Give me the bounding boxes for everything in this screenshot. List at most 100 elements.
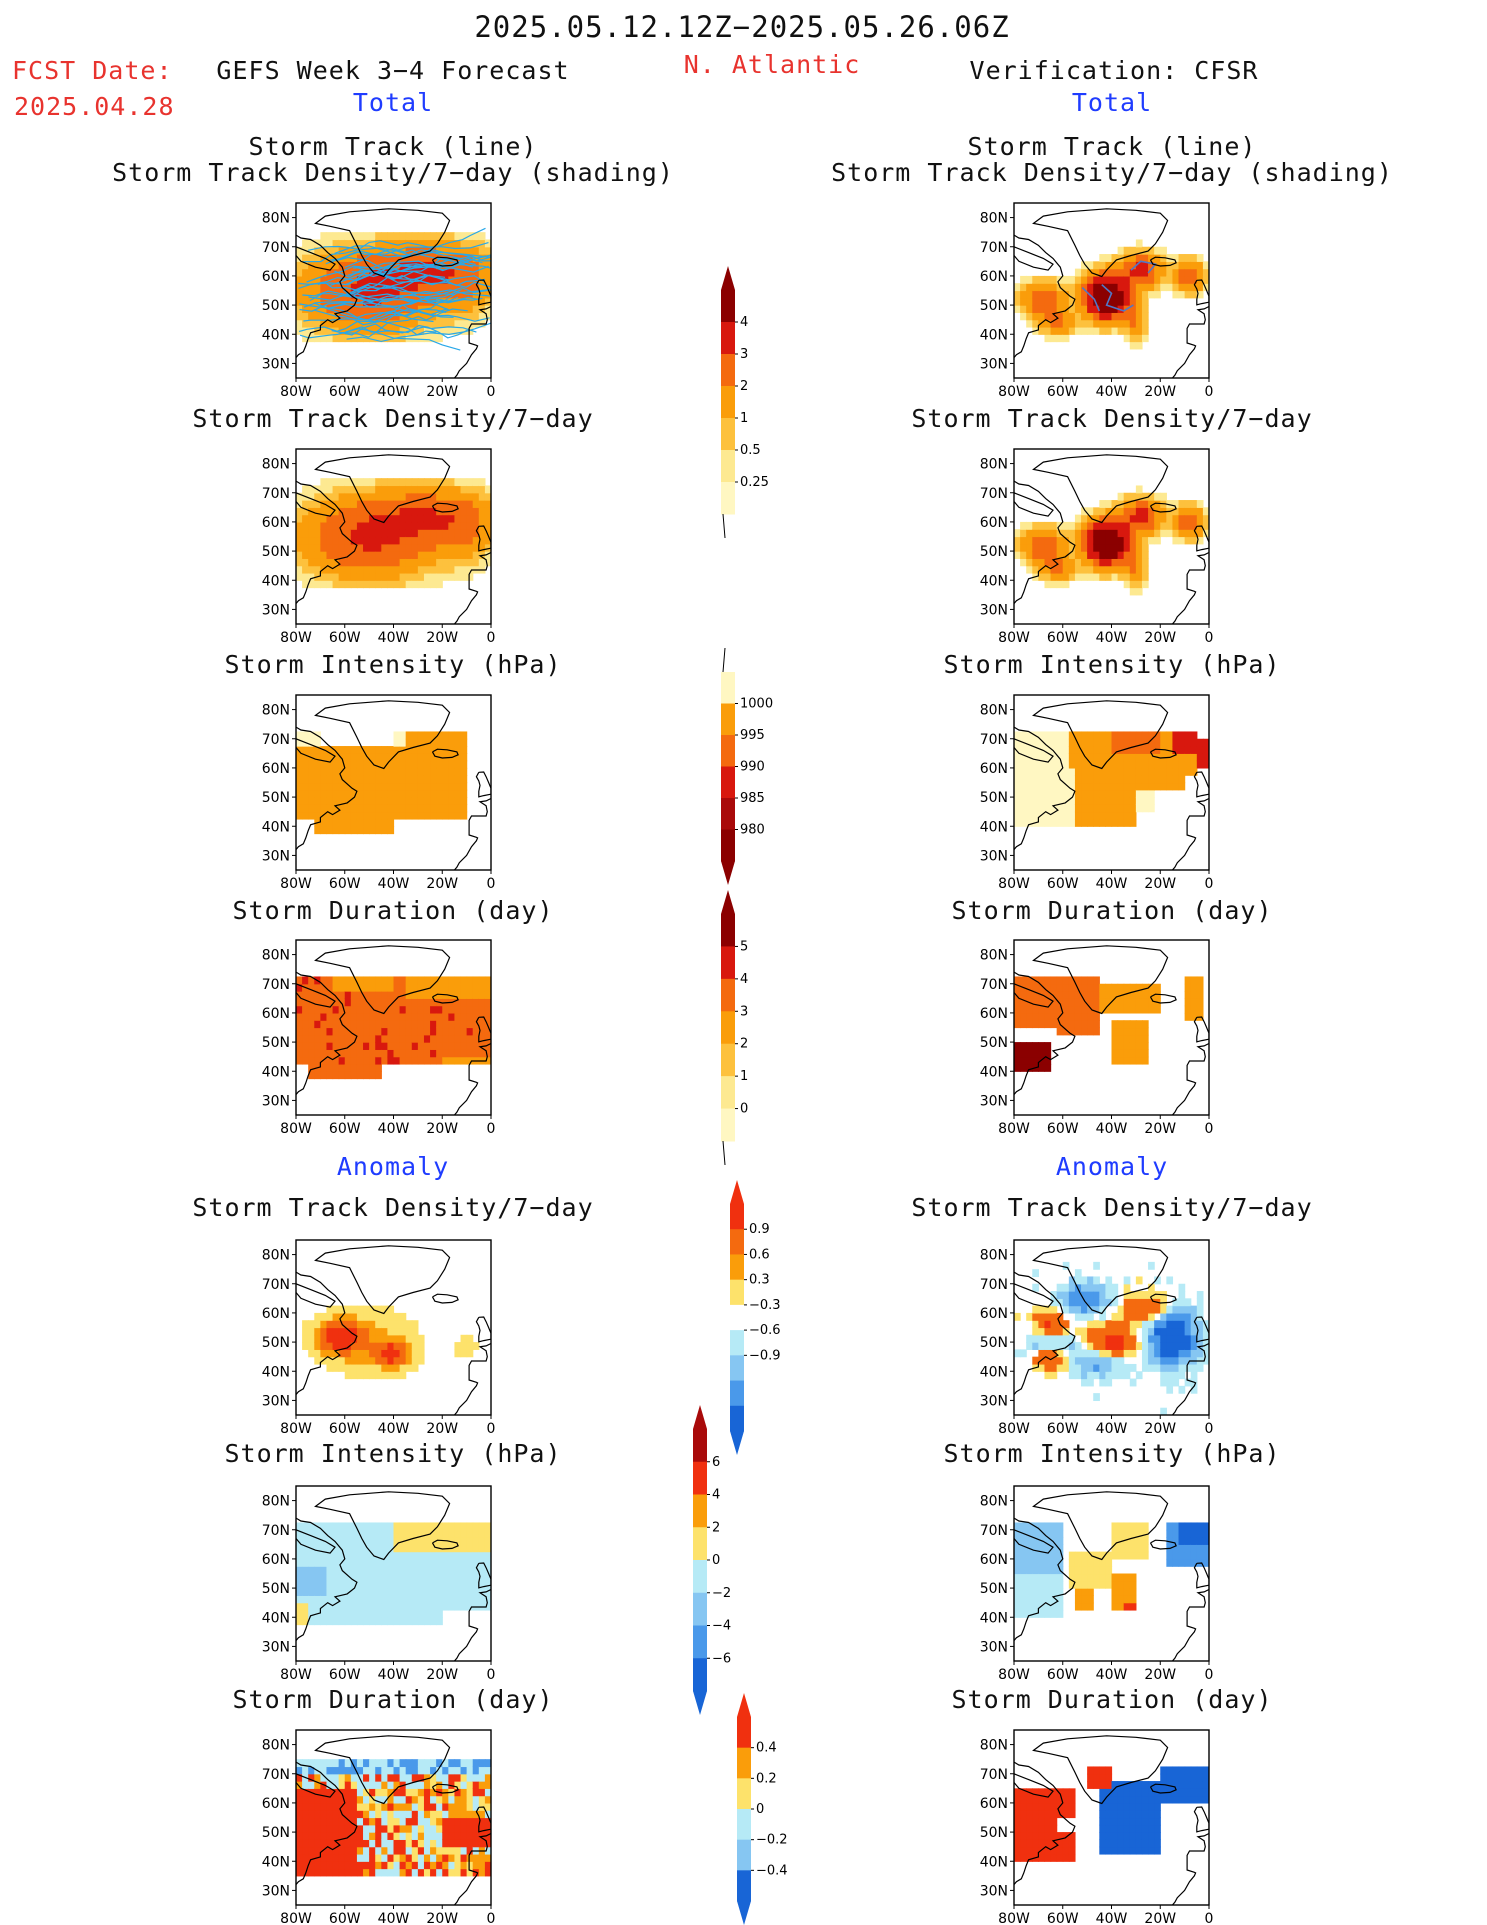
lon-tick-label: 80W [280, 630, 312, 646]
storm-track-line [317, 271, 485, 286]
lon-tick-label: 0 [1205, 876, 1214, 892]
lon-tick-label: 60W [329, 1667, 361, 1683]
lat-tick-label: 70N [262, 240, 290, 256]
lon-tick-label: 20W [426, 876, 458, 892]
lat-tick-label: 80N [262, 1738, 290, 1754]
colorbar-density-anom: 0.9 0.6 0.3 −0.3 −0.6 −0.9 [730, 1180, 781, 1455]
lat-tick-label: 30N [262, 1639, 290, 1655]
map-obs-duration: 80N 70N 60N 50N 40N 30N 80W 60W 40W 20W 0 [980, 939, 1214, 1137]
right-anomaly-label: Anomaly [1055, 1152, 1169, 1181]
colorbar-swatch [721, 1011, 735, 1045]
uk-coast [475, 771, 491, 798]
storm-track-line [1101, 284, 1134, 312]
lat-tick-label: 30N [980, 602, 1008, 618]
lon-tick-label: 40W [1096, 1121, 1128, 1137]
lon-tick-label: 20W [426, 384, 458, 400]
lat-tick-label: 50N [262, 1335, 290, 1351]
greenland-coast [1032, 1245, 1169, 1315]
iceland-coast [431, 748, 459, 759]
colorbar-swatch [730, 1254, 744, 1281]
storm-track-line [346, 322, 491, 343]
iceland-coast [1149, 1539, 1177, 1550]
uk-coast [475, 1316, 491, 1343]
colorbar-label: 0 [756, 1802, 764, 1817]
lat-tick-label: 60N [262, 1552, 290, 1568]
storm-track-line [307, 245, 463, 260]
lat-tick-label: 70N [262, 486, 290, 502]
lon-tick-label: 0 [487, 876, 496, 892]
lon-tick-label: 0 [487, 630, 496, 646]
iceland-coast [431, 993, 459, 1004]
lat-tick-label: 30N [980, 1093, 1008, 1109]
map-obs-intensity: 80N 70N 60N 50N 40N 30N 80W 60W 40W 20W 0 [980, 694, 1214, 892]
colorbar-label: 0.4 [756, 1741, 777, 1756]
storm-track-line [330, 255, 486, 286]
lat-tick-label: 60N [980, 1006, 1008, 1022]
map-fcst-density: 80N 70N 60N 50N 40N 30N 80W 60W 40W 20W 0 [262, 448, 496, 646]
storm-track-line [1130, 260, 1157, 274]
north-america-coast [296, 1517, 358, 1641]
lat-tick-label: 70N [980, 240, 1008, 256]
lat-tick-label: 70N [980, 1523, 1008, 1539]
lat-tick-label: 80N [980, 948, 1008, 964]
north-america-coast [1014, 726, 1076, 850]
lat-tick-label: 30N [980, 848, 1008, 864]
lon-tick-label: 60W [329, 1911, 361, 1925]
lon-tick-label: 0 [487, 1121, 496, 1137]
storm-track-line [341, 308, 468, 338]
lat-tick-label: 60N [980, 761, 1008, 777]
right-density-title: Storm Track Density/7−day [911, 404, 1313, 433]
lon-tick-label: 80W [998, 876, 1030, 892]
lon-tick-label: 0 [1205, 1121, 1214, 1137]
lon-tick-label: 60W [329, 876, 361, 892]
colorbar-swatch [737, 1747, 751, 1779]
colorbar-swatch [693, 1658, 707, 1692]
right-duration-anom-title: Storm Duration (day) [951, 1685, 1273, 1714]
storm-track-line [1081, 287, 1101, 312]
colorbar-swatch [737, 1778, 751, 1810]
lat-tick-label: 70N [262, 1767, 290, 1783]
north-america-coast [1014, 234, 1076, 358]
colorbar-swatch [693, 1527, 707, 1561]
lat-tick-label: 40N [980, 1064, 1008, 1080]
iceland-coast [1149, 748, 1177, 759]
right-intensity-anom-title: Storm Intensity (hPa) [943, 1439, 1281, 1468]
uk-coast [475, 279, 491, 306]
lon-tick-label: 60W [1047, 630, 1079, 646]
lon-tick-label: 40W [1096, 1667, 1128, 1683]
lat-tick-label: 40N [980, 1364, 1008, 1380]
map-obs-intensity-anom: 80N 70N 60N 50N 40N 30N 80W 60W 40W 20W 0 [980, 1485, 1213, 1683]
lat-tick-label: 30N [262, 602, 290, 618]
map-obs-density: 80N 70N 60N 50N 40N 30N 80W 60W 40W 20W 0 [980, 448, 1213, 646]
colorbar-swatch [693, 1625, 707, 1659]
colorbar-swatch [730, 1279, 744, 1306]
right-intensity-title: Storm Intensity (hPa) [943, 650, 1281, 679]
colorbar-swatch [721, 322, 735, 355]
colorbar-swatch [721, 386, 735, 419]
lon-tick-label: 20W [426, 1421, 458, 1437]
lat-tick-label: 50N [262, 1825, 290, 1841]
map-obs-duration-anom: 80N 70N 60N 50N 40N 30N 80W 60W 40W 20W 0 [980, 1729, 1213, 1925]
lat-tick-label: 30N [980, 1639, 1008, 1655]
colorbar-label: −2 [712, 1586, 731, 1601]
left-track-line-title: Storm Track (line) [248, 132, 538, 161]
lat-tick-label: 40N [262, 819, 290, 835]
lon-tick-label: 20W [426, 630, 458, 646]
europe-africa-coast [453, 1042, 491, 1115]
colorbar-swatch [693, 1461, 707, 1495]
uk-coast [1193, 771, 1209, 798]
greenland-coast [314, 1735, 451, 1805]
lon-tick-label: 40W [378, 1911, 410, 1925]
greenland-coast [314, 208, 451, 278]
lon-tick-label: 20W [1144, 1911, 1176, 1925]
colorbar-swatch [721, 703, 735, 736]
lon-tick-label: 0 [487, 384, 496, 400]
lat-tick-label: 50N [980, 298, 1008, 314]
lat-tick-label: 80N [262, 457, 290, 473]
right-track-shading-title: Storm Track Density/7−day (shading) [831, 158, 1393, 187]
colorbar-swatch [721, 290, 735, 323]
lon-tick-label: 80W [998, 1667, 1030, 1683]
lat-tick-label: 60N [262, 269, 290, 285]
uk-coast [1193, 1316, 1209, 1343]
lon-tick-label: 20W [1144, 1667, 1176, 1683]
